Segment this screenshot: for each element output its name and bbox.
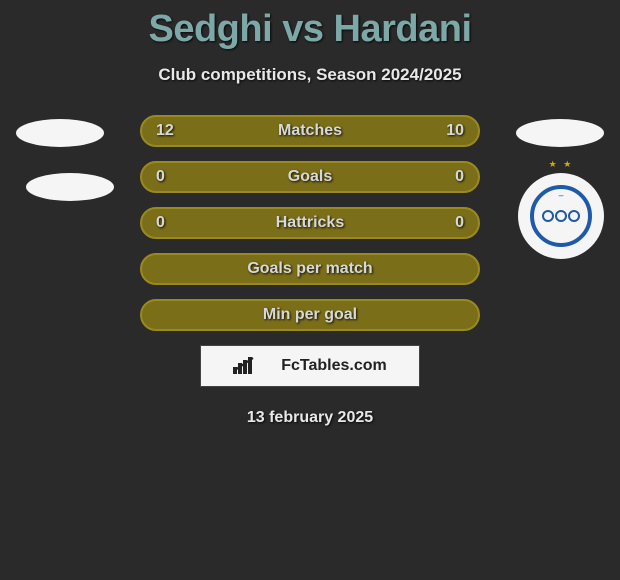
stats-area: ★ ★ ـــ 12 Matches 10 0 Goals 0 0 Hattri… <box>0 115 620 427</box>
right-team-badge: ★ ★ ـــ <box>518 173 604 259</box>
stat-left-value: 12 <box>156 122 174 140</box>
stat-label: Goals <box>288 168 332 186</box>
stat-row-min-per-goal: Min per goal <box>140 299 480 331</box>
stat-row-matches: 12 Matches 10 <box>140 115 480 147</box>
branding-box[interactable]: FcTables.com <box>200 345 420 387</box>
trend-line-icon <box>233 356 257 374</box>
bar-chart-icon <box>233 358 275 374</box>
stat-label: Min per goal <box>263 306 357 324</box>
branding-label: FcTables.com <box>281 357 387 375</box>
stat-row-goals: 0 Goals 0 <box>140 161 480 193</box>
stat-right-value: 10 <box>446 122 464 140</box>
stat-left-value: 0 <box>156 168 165 186</box>
club-crest-icon: ـــ <box>530 185 592 247</box>
stat-label: Hattricks <box>276 214 344 232</box>
stat-right-value: 0 <box>455 214 464 232</box>
comparison-subtitle: Club competitions, Season 2024/2025 <box>0 65 620 85</box>
stat-label: Matches <box>278 122 342 140</box>
stat-left-value: 0 <box>156 214 165 232</box>
comparison-title: Sedghi vs Hardani <box>0 0 620 51</box>
star-icon: ★ ★ <box>549 159 574 170</box>
stat-right-value: 0 <box>455 168 464 186</box>
stat-row-hattricks: 0 Hattricks 0 <box>140 207 480 239</box>
left-team-badge-2 <box>26 173 114 201</box>
left-team-badge-1 <box>16 119 104 147</box>
comparison-date: 13 february 2025 <box>0 409 620 427</box>
badge-script: ـــ <box>559 192 563 198</box>
stat-bars-container: 12 Matches 10 0 Goals 0 0 Hattricks 0 Go… <box>140 115 480 331</box>
right-team-badge-placeholder <box>516 119 604 147</box>
stat-row-goals-per-match: Goals per match <box>140 253 480 285</box>
stat-label: Goals per match <box>247 260 372 278</box>
